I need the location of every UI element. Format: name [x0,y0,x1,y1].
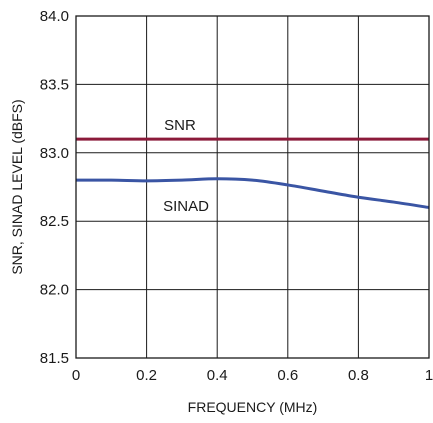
plot-frame [75,15,430,359]
series-label-sinad: SINAD [163,198,209,215]
series-line-sinad [75,177,430,210]
grid [76,16,429,358]
x-axis-title: FREQUENCY (MHz) [188,399,318,415]
x-tick-label: 1 [425,367,433,384]
x-tick-label: 0 [72,367,80,384]
y-tick-label: 82.0 [40,282,69,299]
x-tick-label: 0.4 [207,367,228,384]
y-tick-label: 83.0 [40,145,69,162]
y-tick-label: 81.5 [40,350,69,367]
y-tick-label: 84.0 [40,8,69,25]
series-group [75,137,430,210]
x-tick-label: 0.8 [348,367,369,384]
y-axis-title: SNR, SINAD LEVEL (dBFS) [9,99,25,274]
series-label-snr: SNR [164,117,196,134]
y-tick-label: 82.5 [40,213,69,230]
tick-labels: 0 0.2 0.4 0.6 0.8 1 81.5 82.0 82.5 83.0 83.5 84.0 [40,8,433,384]
y-tick-label: 83.5 [40,76,69,93]
x-tick-label: 0.2 [136,367,157,384]
x-tick-label: 0.6 [277,367,298,384]
